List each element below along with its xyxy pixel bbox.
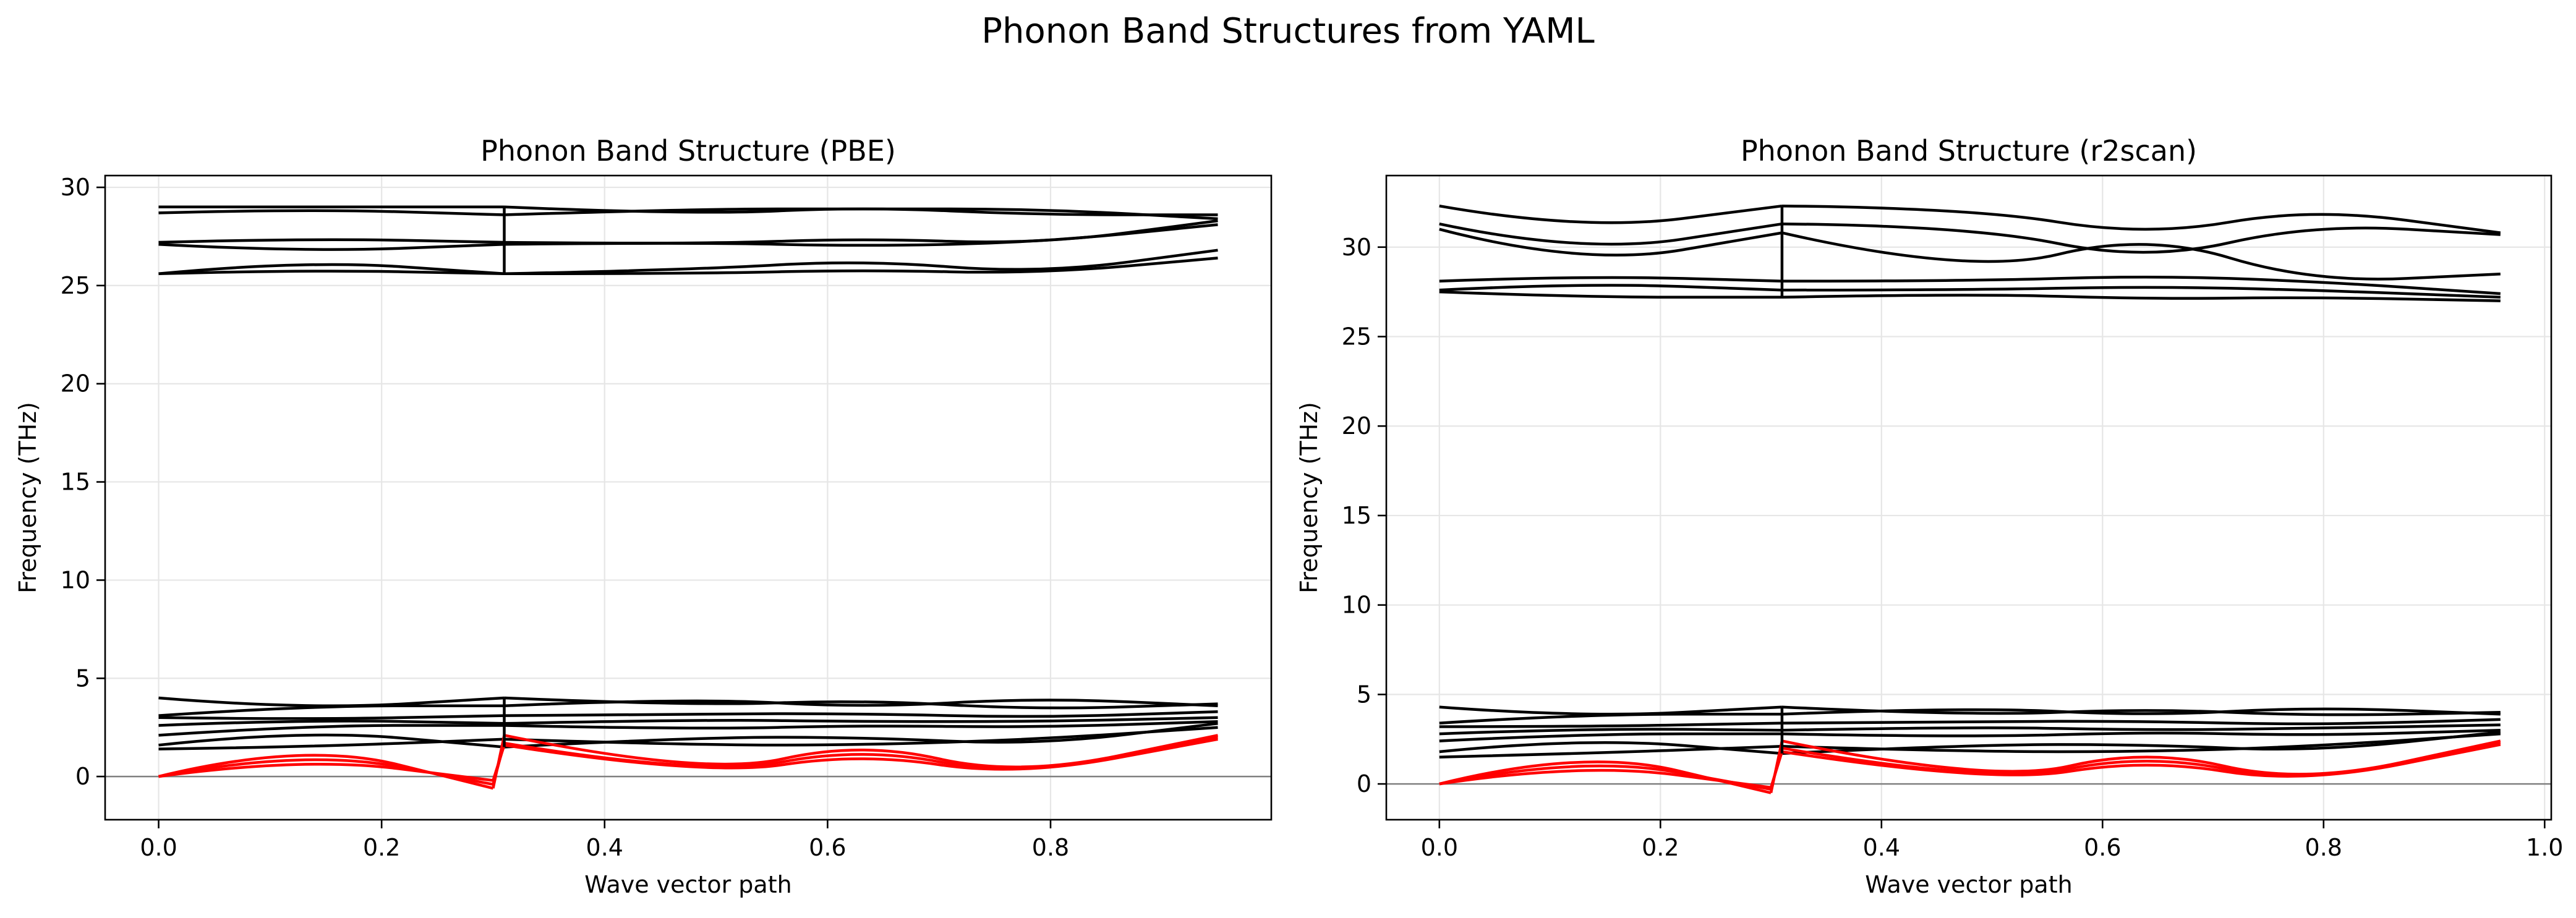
x-tick-label: 0.6	[809, 834, 846, 861]
y-axis-label: Frequency (THz)	[1295, 402, 1323, 593]
axes-frame	[1385, 174, 2553, 821]
y-tick-label: 25	[1342, 323, 1371, 351]
y-tick-label: 15	[1342, 502, 1371, 529]
x-tick-label: 0.2	[363, 834, 400, 861]
y-tick-label: 5	[1357, 681, 1371, 708]
y-tick-label: 10	[1342, 592, 1371, 619]
acoustic-band-line	[158, 737, 1218, 782]
axes-frame	[104, 174, 1273, 821]
x-tick-label: 0.2	[1642, 834, 1679, 861]
figure-title: Phonon Band Structures from YAML	[981, 11, 1595, 51]
optical-band-line	[158, 716, 1218, 727]
x-tick-label: 0.6	[2084, 834, 2121, 861]
y-tick-label: 10	[61, 566, 90, 593]
y-tick-label: 25	[61, 272, 90, 299]
optical-band-line	[1439, 204, 2501, 234]
acoustic-band-jump	[492, 744, 506, 781]
y-tick-label: 0	[1357, 770, 1371, 797]
acoustic-band-line	[1439, 743, 2501, 789]
y-tick-label: 5	[75, 665, 90, 692]
optical-band-line	[1439, 284, 2501, 299]
optical-band-line	[158, 223, 1218, 251]
x-tick-label: 0.0	[140, 834, 177, 861]
y-tick-label: 20	[1342, 412, 1371, 440]
y-axis-label: Frequency (THz)	[14, 402, 41, 593]
optical-band-line	[158, 722, 1218, 749]
x-tick-label: 0.4	[1863, 834, 1900, 861]
optical-band-line	[1439, 227, 2501, 281]
optical-band-line	[158, 207, 1218, 221]
x-tick-label: 0.8	[1032, 834, 1069, 861]
subplot-title: Phonon Band Structure (r2scan)	[1741, 134, 2197, 168]
optical-band-line	[1439, 222, 2501, 254]
y-tick-label: 15	[61, 469, 90, 496]
acoustic-band-jump	[1769, 751, 1784, 788]
subplot-2: 0.0 0.2 0.4 0.6 0.8 1.0 0 5 10 15 20 25 30 Phonon Ban…	[1295, 134, 2563, 898]
optical-band-line	[1439, 718, 2501, 728]
x-axis-label: Wave vector path	[584, 871, 791, 898]
subplot-1: 0.0 0.2 0.4 0.6 0.8 0 5 10 15 20 25 30 Phonon Band S…	[14, 134, 1273, 898]
x-axis-label: Wave vector path	[1865, 871, 2072, 898]
x-tick-label: 0.8	[2305, 834, 2342, 861]
x-tick-label: 0.0	[1421, 834, 1458, 861]
optical-band-line	[158, 699, 1218, 717]
optical-band-line	[1439, 723, 2501, 736]
optical-band-line	[1439, 730, 2501, 755]
optical-band-line	[1439, 707, 2501, 725]
x-tick-label: 1.0	[2526, 834, 2563, 861]
y-tick-label: 30	[1342, 234, 1371, 261]
optical-band-line	[1439, 276, 2501, 295]
x-tick-label: 0.4	[586, 834, 623, 861]
y-tick-label: 0	[75, 763, 90, 790]
optical-band-line	[158, 726, 1218, 750]
optical-band-line	[1439, 290, 2501, 302]
subplot-title: Phonon Band Structure (PBE)	[480, 134, 896, 168]
y-tick-label: 20	[61, 370, 90, 397]
optical-band-line	[158, 710, 1218, 720]
optical-band-line	[158, 720, 1218, 737]
optical-band-line	[158, 249, 1218, 276]
y-tick-label: 30	[61, 174, 90, 201]
optical-band-line	[158, 257, 1218, 276]
optical-band-line	[1439, 732, 2501, 759]
optical-band-line	[1439, 729, 2501, 742]
